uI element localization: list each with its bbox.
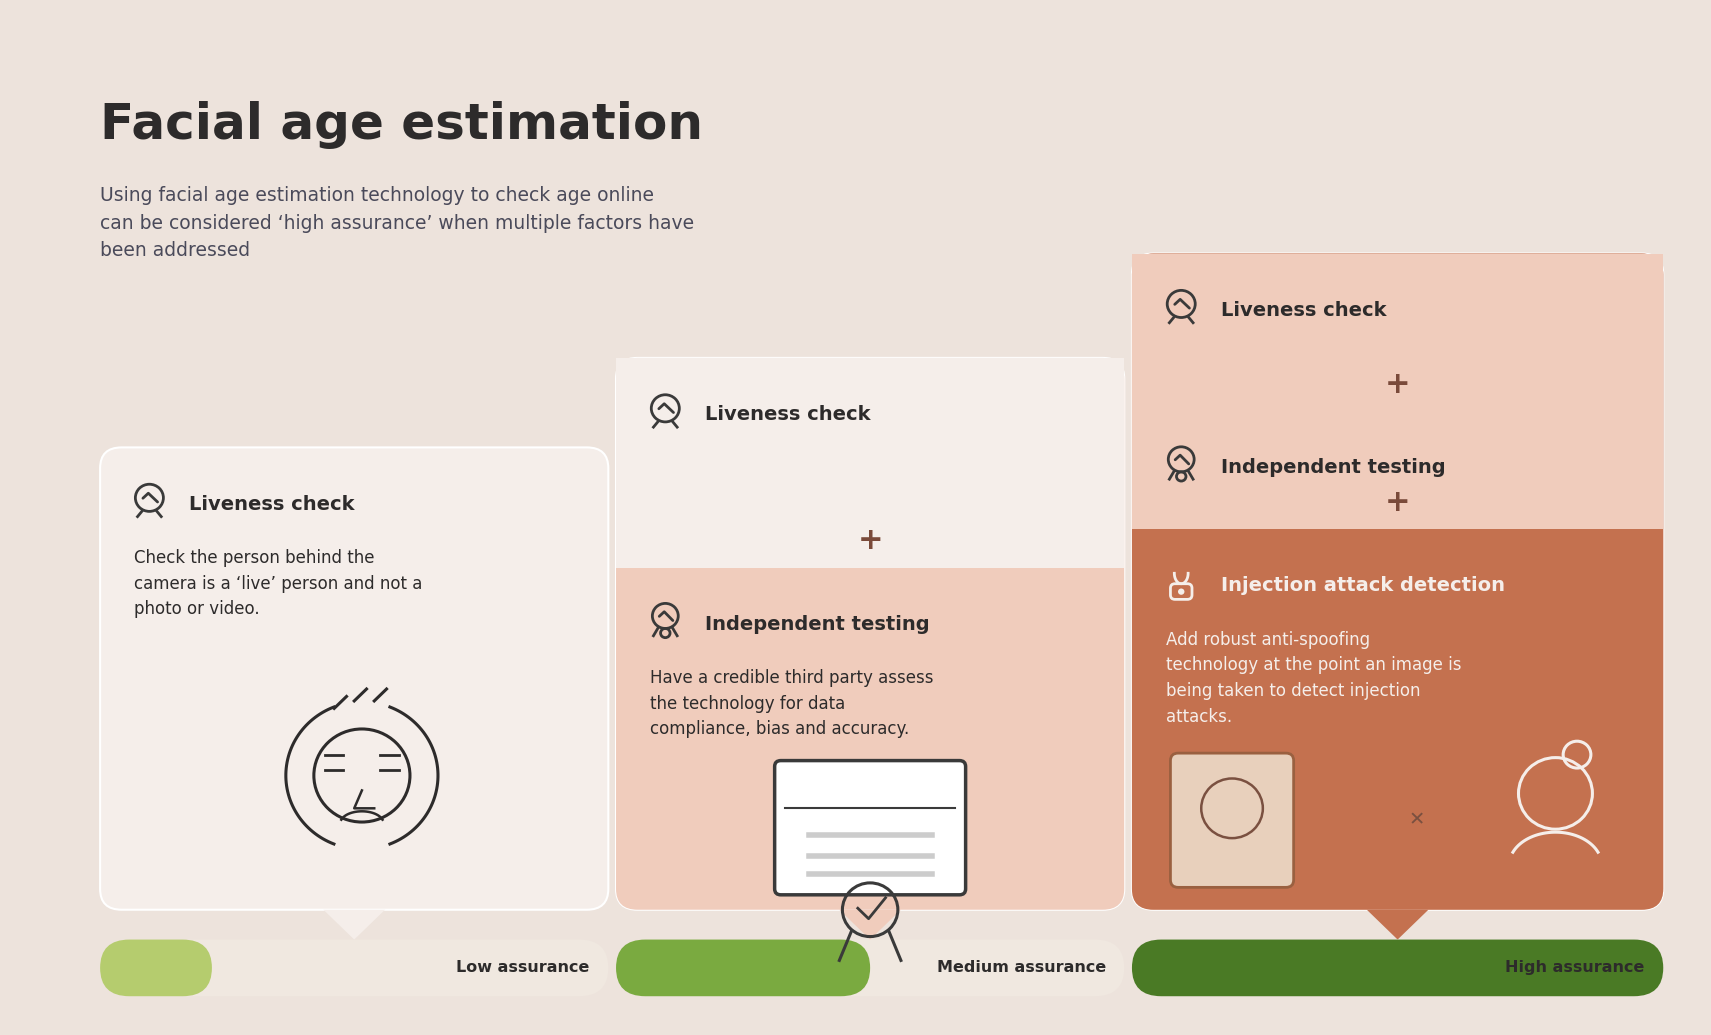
Bar (616, 358, 1124, 567)
Circle shape (1177, 589, 1184, 595)
Text: Check the person behind the
camera is a ‘live’ person and not a
photo or video.: Check the person behind the camera is a … (133, 549, 423, 618)
Text: Facial age estimation: Facial age estimation (101, 101, 703, 149)
Text: +: + (1384, 369, 1410, 398)
FancyBboxPatch shape (101, 940, 212, 997)
Text: Medium assurance: Medium assurance (936, 960, 1105, 975)
Polygon shape (840, 910, 902, 940)
Text: Independent testing: Independent testing (1222, 459, 1446, 477)
FancyBboxPatch shape (101, 940, 609, 997)
Text: Using facial age estimation technology to check age online
can be considered ‘hi: Using facial age estimation technology t… (101, 186, 695, 260)
Text: Independent testing: Independent testing (705, 615, 931, 633)
Text: Liveness check: Liveness check (190, 495, 354, 513)
FancyBboxPatch shape (616, 358, 1124, 910)
Bar (1133, 254, 1663, 529)
Text: Injection attack detection: Injection attack detection (1222, 576, 1506, 595)
Polygon shape (1367, 910, 1429, 940)
Text: Add robust anti-spoofing
technology at the point an image is
being taken to dete: Add robust anti-spoofing technology at t… (1165, 630, 1461, 726)
FancyBboxPatch shape (1133, 940, 1663, 997)
FancyBboxPatch shape (1133, 254, 1663, 910)
FancyBboxPatch shape (1170, 753, 1294, 887)
Text: High assurance: High assurance (1506, 960, 1644, 975)
Text: Liveness check: Liveness check (1222, 301, 1386, 320)
Text: +: + (857, 526, 883, 555)
FancyBboxPatch shape (616, 940, 1124, 997)
Text: Have a credible third party assess
the technology for data
compliance, bias and : Have a credible third party assess the t… (650, 669, 934, 738)
FancyBboxPatch shape (1133, 940, 1663, 997)
FancyBboxPatch shape (616, 358, 1124, 910)
Polygon shape (323, 910, 385, 940)
FancyBboxPatch shape (1133, 254, 1663, 910)
FancyBboxPatch shape (101, 447, 609, 910)
Text: +: + (1384, 487, 1410, 516)
Bar (1133, 254, 1663, 411)
FancyBboxPatch shape (616, 940, 871, 997)
FancyBboxPatch shape (775, 761, 965, 895)
Text: ✕: ✕ (1408, 810, 1425, 830)
Text: Low assurance: Low assurance (457, 960, 590, 975)
Text: Liveness check: Liveness check (705, 405, 871, 424)
FancyBboxPatch shape (1133, 254, 1663, 910)
